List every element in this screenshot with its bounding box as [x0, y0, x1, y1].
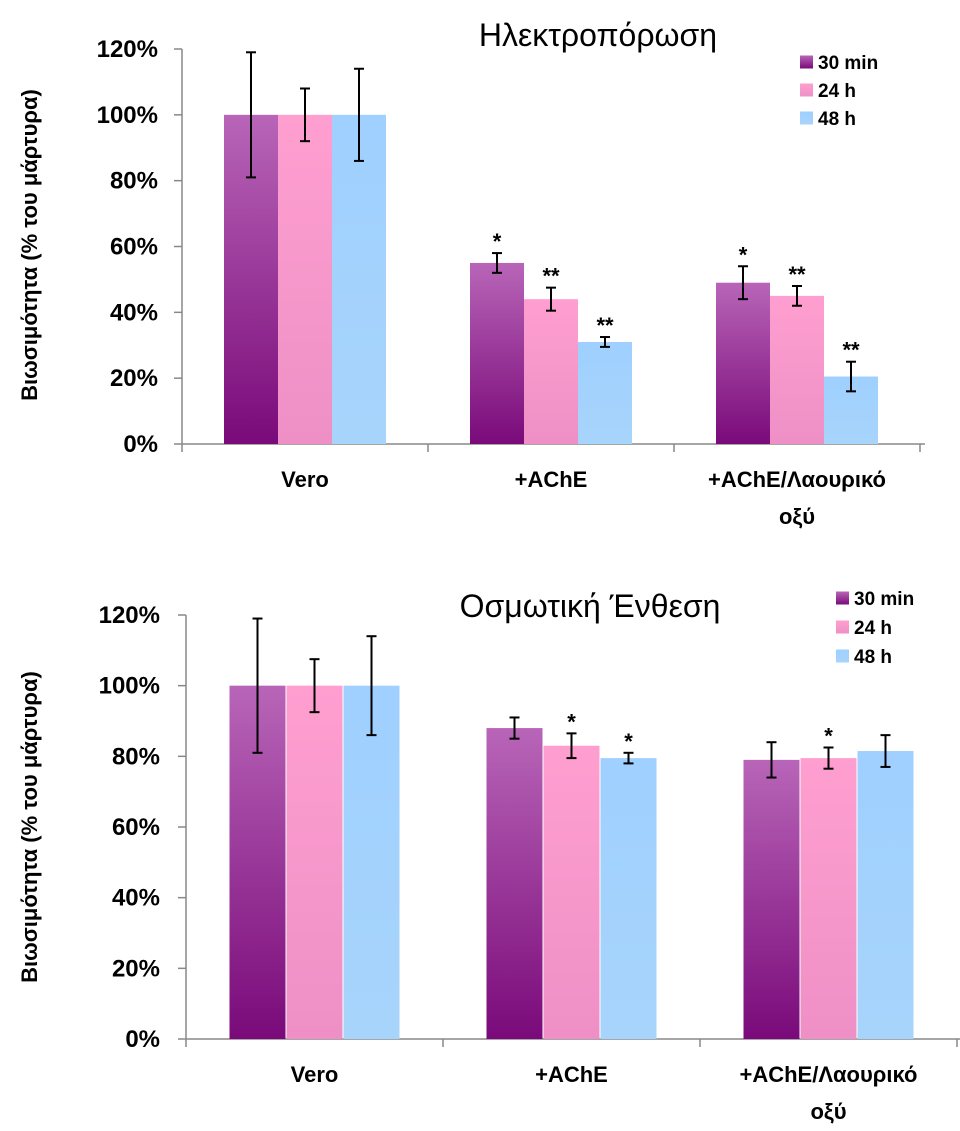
- legend-label: 30 min: [818, 53, 878, 74]
- bar-24-h-group-1: [278, 114, 332, 444]
- y-tick-label: 80%: [110, 168, 158, 195]
- y-tick-label: 60%: [110, 234, 158, 261]
- legend-label: 30 min: [854, 589, 914, 610]
- category-label: Vero: [291, 1062, 339, 1087]
- legend-swatch-48-h: [800, 111, 813, 125]
- significance-mark: **: [842, 338, 860, 363]
- y-tick-label: 40%: [112, 885, 160, 912]
- significance-mark: *: [824, 724, 833, 749]
- y-axis-label: Βιωσιμότητα (% του μάρτυρα): [17, 89, 42, 401]
- bar-30-min-group-2: [470, 262, 524, 444]
- y-tick-label: 0%: [125, 1026, 160, 1053]
- bar-48-h-group-1: [332, 114, 386, 444]
- y-tick-label: 20%: [112, 955, 160, 982]
- bar-24-h-group-2: [543, 745, 600, 1039]
- legend-swatch-24-h: [800, 83, 813, 97]
- legend: 30 min 24 h 48 h: [836, 589, 914, 668]
- bar-24-h-group-1: [286, 685, 343, 1039]
- bar-24-h-group-2: [524, 299, 578, 444]
- significance-mark: **: [542, 264, 560, 289]
- category-label: +AChE/Λαουρικό: [708, 467, 886, 492]
- y-tick-label: 60%: [112, 814, 160, 841]
- chart-title: Ηλεκτροπόρωση: [479, 17, 717, 53]
- y-axis-label: Βιωσιμότητα (% του μάρτυρα): [17, 671, 42, 983]
- y-tick-label: 100%: [97, 102, 158, 129]
- significance-mark: *: [493, 229, 502, 254]
- bar-30-min-group-3: [716, 282, 770, 444]
- legend-label: 24 h: [818, 81, 856, 102]
- legend-label: 24 h: [854, 618, 892, 639]
- chart-title: Οσμωτική Ένθεση: [460, 588, 721, 624]
- legend: 30 min 24 h 48 h: [800, 53, 878, 130]
- legend-label: 48 h: [818, 109, 856, 130]
- category-label: +AChE: [515, 467, 588, 492]
- bar-48-h-group-1: [343, 685, 400, 1039]
- bar-30-min-group-3: [743, 759, 800, 1039]
- legend-swatch-48-h: [836, 649, 849, 663]
- y-tick-label: 0%: [123, 431, 158, 458]
- y-tick-label: 120%: [97, 36, 158, 63]
- significance-mark: **: [596, 313, 614, 338]
- chart-panel-1: Ηλεκτροπόρωση Βιωσιμότητα (% του μάρτυρα)…: [17, 17, 925, 529]
- category-label: +AChE: [535, 1062, 608, 1087]
- y-tick-label: 40%: [110, 299, 158, 326]
- chart-panel-2: Οσμωτική Ένθεση Βιωσιμότητα (% του μάρτυρ…: [17, 588, 960, 1124]
- bar-48-h-group-3: [857, 751, 914, 1039]
- legend-swatch-30-min: [836, 591, 849, 605]
- category-label: οξύ: [810, 1099, 846, 1124]
- category-label: οξύ: [779, 504, 815, 529]
- bar-24-h-group-3: [770, 295, 824, 444]
- y-tick-label: 120%: [99, 602, 160, 629]
- legend-label: 48 h: [854, 647, 892, 668]
- y-tick-label: 80%: [112, 743, 160, 770]
- bar-48-h-group-2: [600, 758, 657, 1039]
- y-tick-label: 100%: [99, 673, 160, 700]
- bar-24-h-group-3: [800, 758, 857, 1039]
- significance-mark: *: [567, 709, 576, 734]
- bar-30-min-group-2: [486, 728, 543, 1039]
- significance-mark: *: [739, 242, 748, 267]
- legend-swatch-30-min: [800, 55, 813, 69]
- legend-swatch-24-h: [836, 620, 849, 634]
- category-label: Vero: [281, 467, 329, 492]
- category-label: +AChE/Λαουρικό: [740, 1062, 918, 1087]
- significance-mark: *: [624, 729, 633, 754]
- y-tick-label: 20%: [110, 365, 158, 392]
- significance-mark: **: [788, 262, 806, 287]
- bar-48-h-group-2: [578, 341, 632, 444]
